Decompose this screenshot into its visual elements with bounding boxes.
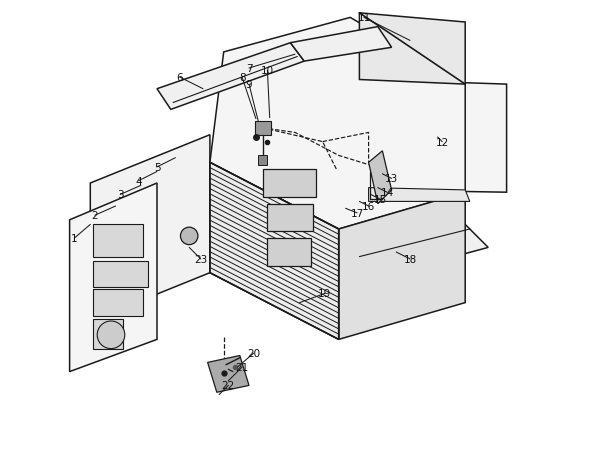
Bar (93, 262, 148, 287)
Polygon shape (290, 28, 392, 62)
Text: 20: 20 (247, 348, 260, 358)
Text: 18: 18 (404, 254, 417, 264)
Polygon shape (369, 151, 392, 204)
Text: 6: 6 (176, 73, 183, 83)
Circle shape (97, 321, 125, 349)
Polygon shape (208, 356, 249, 392)
Polygon shape (90, 135, 210, 321)
Polygon shape (157, 44, 304, 110)
Text: 1: 1 (71, 234, 77, 244)
Text: ereplacementparts.com: ereplacementparts.com (220, 223, 370, 236)
Polygon shape (254, 122, 271, 135)
Text: 12: 12 (435, 137, 449, 147)
Polygon shape (369, 80, 507, 193)
Text: 13: 13 (385, 174, 398, 184)
Text: 11: 11 (358, 13, 371, 23)
Text: 19: 19 (318, 289, 332, 299)
Bar (93, 319, 123, 349)
Text: 21: 21 (235, 362, 249, 372)
FancyBboxPatch shape (263, 170, 316, 197)
Polygon shape (210, 18, 465, 230)
Polygon shape (369, 188, 470, 202)
Text: 14: 14 (381, 188, 394, 198)
Text: 4: 4 (135, 176, 142, 186)
FancyBboxPatch shape (267, 204, 313, 232)
Polygon shape (339, 193, 465, 340)
Text: 2: 2 (91, 211, 98, 221)
Polygon shape (70, 184, 157, 372)
Ellipse shape (181, 228, 198, 245)
Bar (93, 225, 143, 257)
Text: 9: 9 (245, 80, 253, 90)
Text: 17: 17 (350, 208, 363, 218)
Text: 10: 10 (261, 66, 274, 76)
Text: 8: 8 (239, 73, 245, 83)
Text: 23: 23 (194, 254, 207, 264)
FancyBboxPatch shape (267, 239, 311, 266)
Polygon shape (210, 163, 339, 340)
Text: 3: 3 (117, 190, 123, 200)
Bar (93, 289, 143, 317)
Text: 22: 22 (222, 381, 235, 391)
Polygon shape (350, 225, 488, 280)
Text: 5: 5 (153, 162, 160, 173)
Polygon shape (359, 14, 465, 85)
Text: 16: 16 (362, 202, 375, 212)
Polygon shape (258, 156, 267, 165)
Text: 7: 7 (245, 64, 253, 74)
Text: 15: 15 (373, 195, 386, 205)
